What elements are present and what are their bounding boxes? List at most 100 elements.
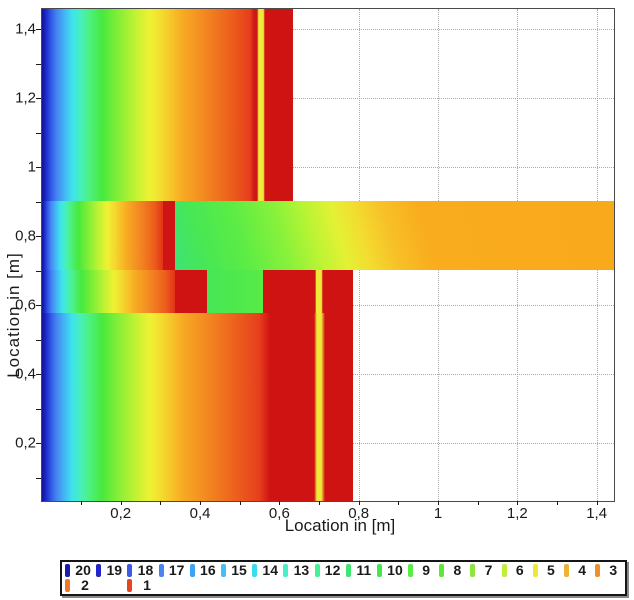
y-axis-tick (36, 63, 41, 65)
x-tick-label: 1 (433, 505, 443, 522)
legend-item-6: 6 (501, 562, 533, 578)
legend-item-4: 4 (564, 563, 595, 577)
legend-number: 8 (453, 562, 462, 578)
y-axis-tick (36, 201, 41, 203)
legend-number: 5 (547, 562, 555, 578)
x-axis-tick (517, 501, 519, 505)
legend-number: 1 (143, 577, 151, 593)
legend-number: 14 (262, 562, 278, 578)
y-axis-tick (36, 98, 41, 99)
legend-chip (470, 563, 476, 577)
y-tick-label: 1,2 (15, 89, 36, 107)
legend-number: 13 (293, 562, 310, 578)
legend-chip (65, 563, 70, 577)
legend-item-2: 2 (65, 578, 127, 592)
legend-item-8: 8 (439, 563, 470, 577)
x-axis-tick (477, 501, 479, 505)
x-tick-label: 0,8 (348, 505, 370, 522)
protrusion-field (207, 270, 263, 313)
legend-row-1: 20 19 18 17 16 15 14 13 12 11 10 9 8 7 6 5 4 3 (65, 563, 626, 577)
red-block-left-of-protrusion (175, 270, 207, 313)
legend-number: 10 (387, 562, 403, 578)
y-axis-tick (36, 305, 41, 306)
legend-number: 7 (484, 562, 493, 578)
y-axis-tick (36, 236, 41, 237)
y-tick-label: 0,8 (15, 227, 36, 245)
x-axis-tick (438, 501, 439, 505)
y-axis-tick (36, 443, 41, 444)
x-axis-tick (239, 501, 241, 505)
legend-number: 19 (106, 562, 123, 578)
legend-chip (564, 563, 569, 577)
wall-field-above-slab (42, 9, 293, 201)
legend-item-5: 5 (532, 562, 564, 578)
floor-slab-field (175, 201, 614, 270)
legend-item-14: 14 (252, 563, 283, 577)
legend-item-17: 17 (158, 562, 190, 578)
legend-item-15: 15 (220, 563, 252, 577)
legend-chip (501, 563, 507, 577)
x-tick-label: 0,2 (110, 505, 132, 522)
x-axis-tick (120, 501, 122, 505)
legend-number: 3 (609, 562, 618, 578)
red-block-right-of-protrusion (263, 270, 353, 313)
x-axis-tick (200, 501, 202, 505)
legend-chip (65, 578, 70, 592)
x-axis-tick (279, 501, 281, 505)
y-tick-label: 0,4 (15, 365, 36, 383)
legend-number: 12 (324, 562, 341, 578)
legend-number: 2 (81, 577, 89, 593)
legend-chip (127, 563, 133, 577)
legend-item-3: 3 (595, 563, 626, 577)
y-axis-tick (36, 374, 41, 375)
legend-number: 9 (422, 562, 431, 578)
legend-number: 4 (578, 562, 586, 578)
x-axis-tick (319, 501, 321, 505)
legend-item-11: 11 (345, 562, 377, 578)
legend-chip (189, 563, 195, 577)
x-axis-tick (358, 501, 360, 505)
x-tick-label: 1,2 (506, 505, 528, 522)
y-axis-title: Location in [m] (4, 252, 23, 378)
legend-chip (158, 563, 164, 577)
legend-chip (283, 563, 289, 577)
legend-chip (439, 563, 445, 577)
y-axis-tick (36, 339, 41, 341)
y-axis-tick (36, 477, 41, 479)
wall-field-slab-level (42, 201, 163, 270)
y-tick-label: 1,4 (15, 20, 36, 38)
x-axis-title: Location in [m] (284, 516, 396, 535)
x-tick-label: 0,4 (189, 505, 211, 522)
legend-item-9: 9 (408, 563, 439, 577)
legend-item-12: 12 (314, 562, 346, 578)
x-axis-tick (81, 501, 83, 505)
wall-field-protrusion-level (42, 270, 175, 313)
legend-item-7: 7 (470, 563, 501, 577)
legend-item-20: 20 (65, 563, 96, 577)
legend-number: 18 (137, 562, 154, 578)
y-axis-tick (36, 167, 41, 168)
y-tick-label: 0,6 (15, 296, 36, 314)
legend-number: 20 (75, 562, 91, 578)
legend-number: 17 (168, 562, 185, 578)
legend-item-18: 18 (127, 563, 158, 577)
legend-chip (252, 563, 258, 577)
plot-area (41, 8, 615, 502)
x-tick-label: 1,4 (586, 505, 608, 522)
gridline (42, 98, 614, 99)
legend-chip (96, 563, 102, 577)
legend-item-10: 10 (376, 562, 408, 578)
legend-chip (127, 578, 132, 592)
y-axis-tick (36, 29, 41, 30)
legend-chip (314, 563, 320, 577)
x-axis-tick (556, 501, 558, 505)
legend-item-19: 19 (96, 563, 127, 577)
legend-number: 6 (515, 562, 524, 578)
legend-number: 11 (356, 562, 372, 578)
legend-item-1: 1 (127, 578, 189, 592)
y-axis-tick (36, 270, 41, 272)
legend-chip (408, 563, 414, 577)
x-axis-tick (596, 501, 598, 505)
